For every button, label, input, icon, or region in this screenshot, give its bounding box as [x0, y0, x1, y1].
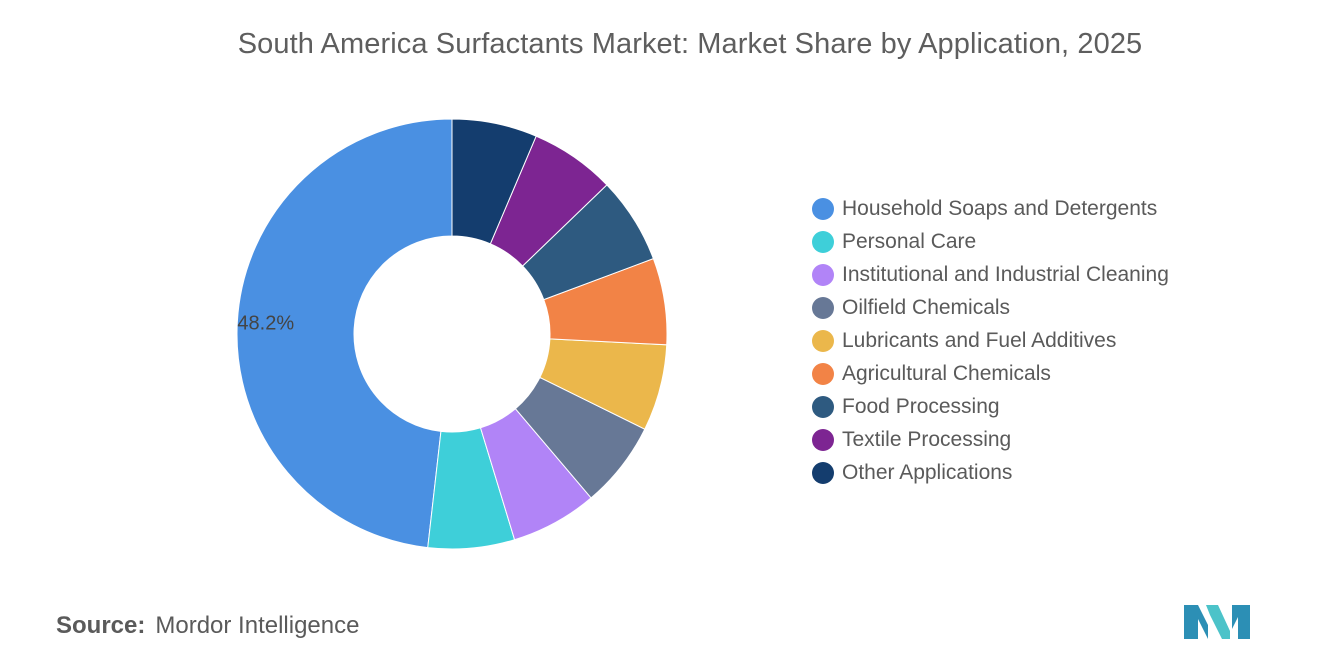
donut-slice: [451, 118, 537, 245]
source-prefix: Source:: [56, 612, 146, 639]
legend-label: Personal Care: [842, 229, 977, 253]
legend-item: Food Processing: [812, 390, 1169, 423]
legend-swatch: [812, 197, 834, 220]
legend-swatch: [812, 428, 834, 451]
legend-label: Oilfield Chemicals: [842, 295, 1011, 319]
source-name: Mordor Intelligence: [155, 612, 360, 639]
legend-item: Agricultural Chemicals: [812, 357, 1169, 390]
legend-swatch: [812, 395, 834, 418]
legend-item: Personal Care: [812, 225, 1169, 258]
legend-label: Institutional and Industrial Cleaning: [842, 262, 1169, 286]
legend-swatch: [812, 329, 834, 352]
legend-label: Lubricants and Fuel Additives: [842, 328, 1117, 352]
slice-data-label: 48.2%: [237, 312, 294, 334]
legend-label: Agricultural Chemicals: [842, 361, 1051, 385]
legend-item: Household Soaps and Detergents: [812, 192, 1169, 225]
chart-legend: Household Soaps and Detergents Personal C…: [812, 192, 1169, 489]
mordor-intelligence-logo-icon: [1184, 605, 1250, 639]
legend-swatch: [812, 230, 834, 253]
legend-swatch: [812, 362, 834, 385]
legend-item: Textile Processing: [812, 423, 1169, 456]
legend-label: Food Processing: [842, 394, 1000, 418]
logo-shape-right: [1232, 605, 1250, 639]
logo-shape-left: [1184, 605, 1208, 639]
legend-swatch: [812, 263, 834, 286]
legend-item: Lubricants and Fuel Additives: [812, 324, 1169, 357]
logo-shape-middle: [1206, 605, 1230, 639]
legend-item: Institutional and Industrial Cleaning: [812, 258, 1169, 291]
legend-item: Oilfield Chemicals: [812, 291, 1169, 324]
chart-title: South America Surfactants Market: Market…: [237, 28, 1143, 60]
legend-item: Other Applications: [812, 456, 1169, 489]
source-line: Source: Mordor Intelligence: [56, 612, 359, 640]
donut-slice: [236, 118, 453, 549]
legend-label: Other Applications: [842, 460, 1013, 484]
legend-label: Textile Processing: [842, 427, 1012, 451]
legend-swatch: [812, 461, 834, 484]
legend-label: Household Soaps and Detergents: [842, 196, 1158, 220]
legend-swatch: [812, 296, 834, 319]
